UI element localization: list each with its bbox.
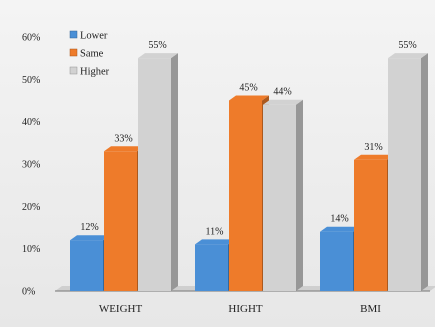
bar-data-label: 11% [206, 226, 224, 237]
bar-higher-bmi [388, 53, 428, 291]
bar-top-face [229, 95, 269, 101]
bar-higher-weight [138, 53, 178, 291]
bar-data-label: 45% [239, 83, 257, 94]
legend-item-higher: Higher [69, 66, 110, 78]
bar-side-face [171, 53, 178, 291]
y-tick-label: 30% [22, 160, 40, 171]
bar-data-label: 31% [364, 142, 382, 153]
bar-front-face [263, 104, 296, 291]
bar-front-face [229, 100, 262, 291]
bar-data-label: 55% [398, 40, 416, 51]
y-tick-label: 50% [22, 75, 40, 86]
bar-data-label: 33% [114, 133, 132, 144]
legend-swatch [69, 48, 78, 57]
legend-swatch [69, 30, 78, 39]
bar-side-face [421, 53, 428, 291]
legend-item-lower: Lower [69, 30, 108, 42]
bar-front-face [320, 231, 353, 291]
x-category-label: HIGHT [228, 303, 262, 315]
legend-swatch [69, 66, 78, 75]
x-category-label: WEIGHT [99, 303, 143, 315]
bar-front-face [195, 244, 228, 291]
bar-top-face [388, 53, 428, 59]
bar-side-face [296, 99, 303, 291]
legend-item-same: Same [69, 48, 104, 60]
bar-top-face [195, 239, 235, 245]
bar-lower-hight [195, 239, 235, 291]
y-tick-label: 0% [22, 287, 35, 298]
y-tick-label: 60% [22, 33, 40, 44]
y-tick-label: 40% [22, 117, 40, 128]
bar-top-face [320, 226, 360, 232]
legend-label: Higher [80, 67, 110, 78]
bar-front-face [388, 58, 421, 291]
bar-front-face [70, 240, 103, 291]
bar-top-face [104, 146, 144, 152]
bar-data-label: 44% [273, 87, 291, 98]
bar-top-face [354, 154, 394, 160]
bar-higher-hight [263, 99, 303, 291]
bar-front-face [354, 159, 387, 291]
x-category-label: BMI [360, 303, 381, 315]
y-tick-label: 20% [22, 202, 40, 213]
bar-front-face [104, 151, 137, 291]
bar-top-face [138, 53, 178, 59]
bar-data-label: 12% [80, 222, 98, 233]
bar-front-face [138, 58, 171, 291]
bar-data-label: 14% [330, 214, 348, 225]
bar-top-face [70, 235, 110, 241]
legend-label: Lower [80, 31, 108, 42]
y-tick-label: 10% [22, 244, 40, 255]
legend-label: Same [80, 49, 104, 60]
bar-top-face [263, 99, 303, 105]
bar-data-label: 55% [148, 40, 166, 51]
